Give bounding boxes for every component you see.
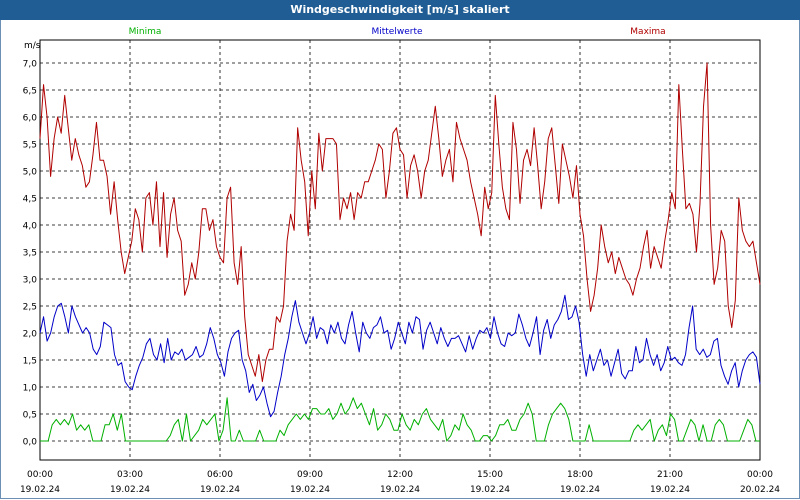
y-axis-unit-label: m/s <box>24 41 41 51</box>
plot-area-border <box>39 39 761 461</box>
y-tick-label: 0,5 <box>23 411 37 421</box>
x-tick-date-label: 19.02.24 <box>290 485 330 495</box>
x-tick-date-label: 20.02.24 <box>740 485 780 495</box>
series-lines <box>39 62 761 442</box>
x-tick-time-label: 12:00 <box>387 470 413 480</box>
y-tick-label: 5,5 <box>23 141 37 151</box>
x-tick-time-label: 00:00 <box>747 470 773 480</box>
y-tick-label: 1,0 <box>23 384 38 394</box>
x-tick-time-label: 00:00 <box>27 470 53 480</box>
x-tick-date-label: 19.02.24 <box>200 485 240 495</box>
y-tick-label: 6,0 <box>23 114 38 124</box>
y-tick-label: 4,5 <box>23 195 37 205</box>
x-tick-date-label: 19.02.24 <box>560 485 600 495</box>
series-line-minima <box>40 397 760 442</box>
y-tick-label: 4,0 <box>23 222 38 232</box>
grid <box>40 40 760 460</box>
y-tick-label: 2,5 <box>23 303 37 313</box>
x-tick-time-label: 21:00 <box>657 470 683 480</box>
x-tick-time-label: 06:00 <box>207 470 233 480</box>
x-tick-date-label: 19.02.24 <box>470 485 510 495</box>
x-tick-time-label: 18:00 <box>567 470 593 480</box>
y-tick-label: 2,0 <box>23 330 38 340</box>
x-tick-time-label: 15:00 <box>477 470 503 480</box>
series-line-maxima <box>39 62 761 383</box>
x-tick-time-label: 09:00 <box>297 470 323 480</box>
x-tick-date-label: 19.02.24 <box>110 485 150 495</box>
y-tick-label: 0,0 <box>23 438 38 448</box>
legend-item-mittelwerte: Mittelwerte <box>371 27 422 37</box>
x-tick-date-label: 19.02.24 <box>380 485 420 495</box>
y-tick-label: 6,5 <box>23 87 37 97</box>
y-tick-label: 5,0 <box>23 168 38 178</box>
legend: Minima Mittelwerte Maxima <box>129 27 666 37</box>
series-line-mittelwerte <box>39 294 761 418</box>
x-tick-time-label: 03:00 <box>117 470 143 480</box>
window-title: Windgeschwindigkeit [m/s] skaliert <box>0 0 800 20</box>
x-tick-date-label: 19.02.24 <box>650 485 690 495</box>
y-tick-label: 3,5 <box>23 249 37 259</box>
legend-item-maxima: Maxima <box>630 27 665 37</box>
y-tick-label: 1,5 <box>23 357 37 367</box>
y-tick-label: 7,0 <box>23 60 38 70</box>
x-tick-date-label: 19.02.24 <box>20 485 60 495</box>
legend-item-minima: Minima <box>129 27 162 37</box>
axes: m/s 0,0 0,5 1,0 1,5 2,0 2,5 3,0 3,5 4,0 4,5 5,0 5,5 6… <box>20 39 780 495</box>
y-tick-label: 3,0 <box>23 276 38 286</box>
